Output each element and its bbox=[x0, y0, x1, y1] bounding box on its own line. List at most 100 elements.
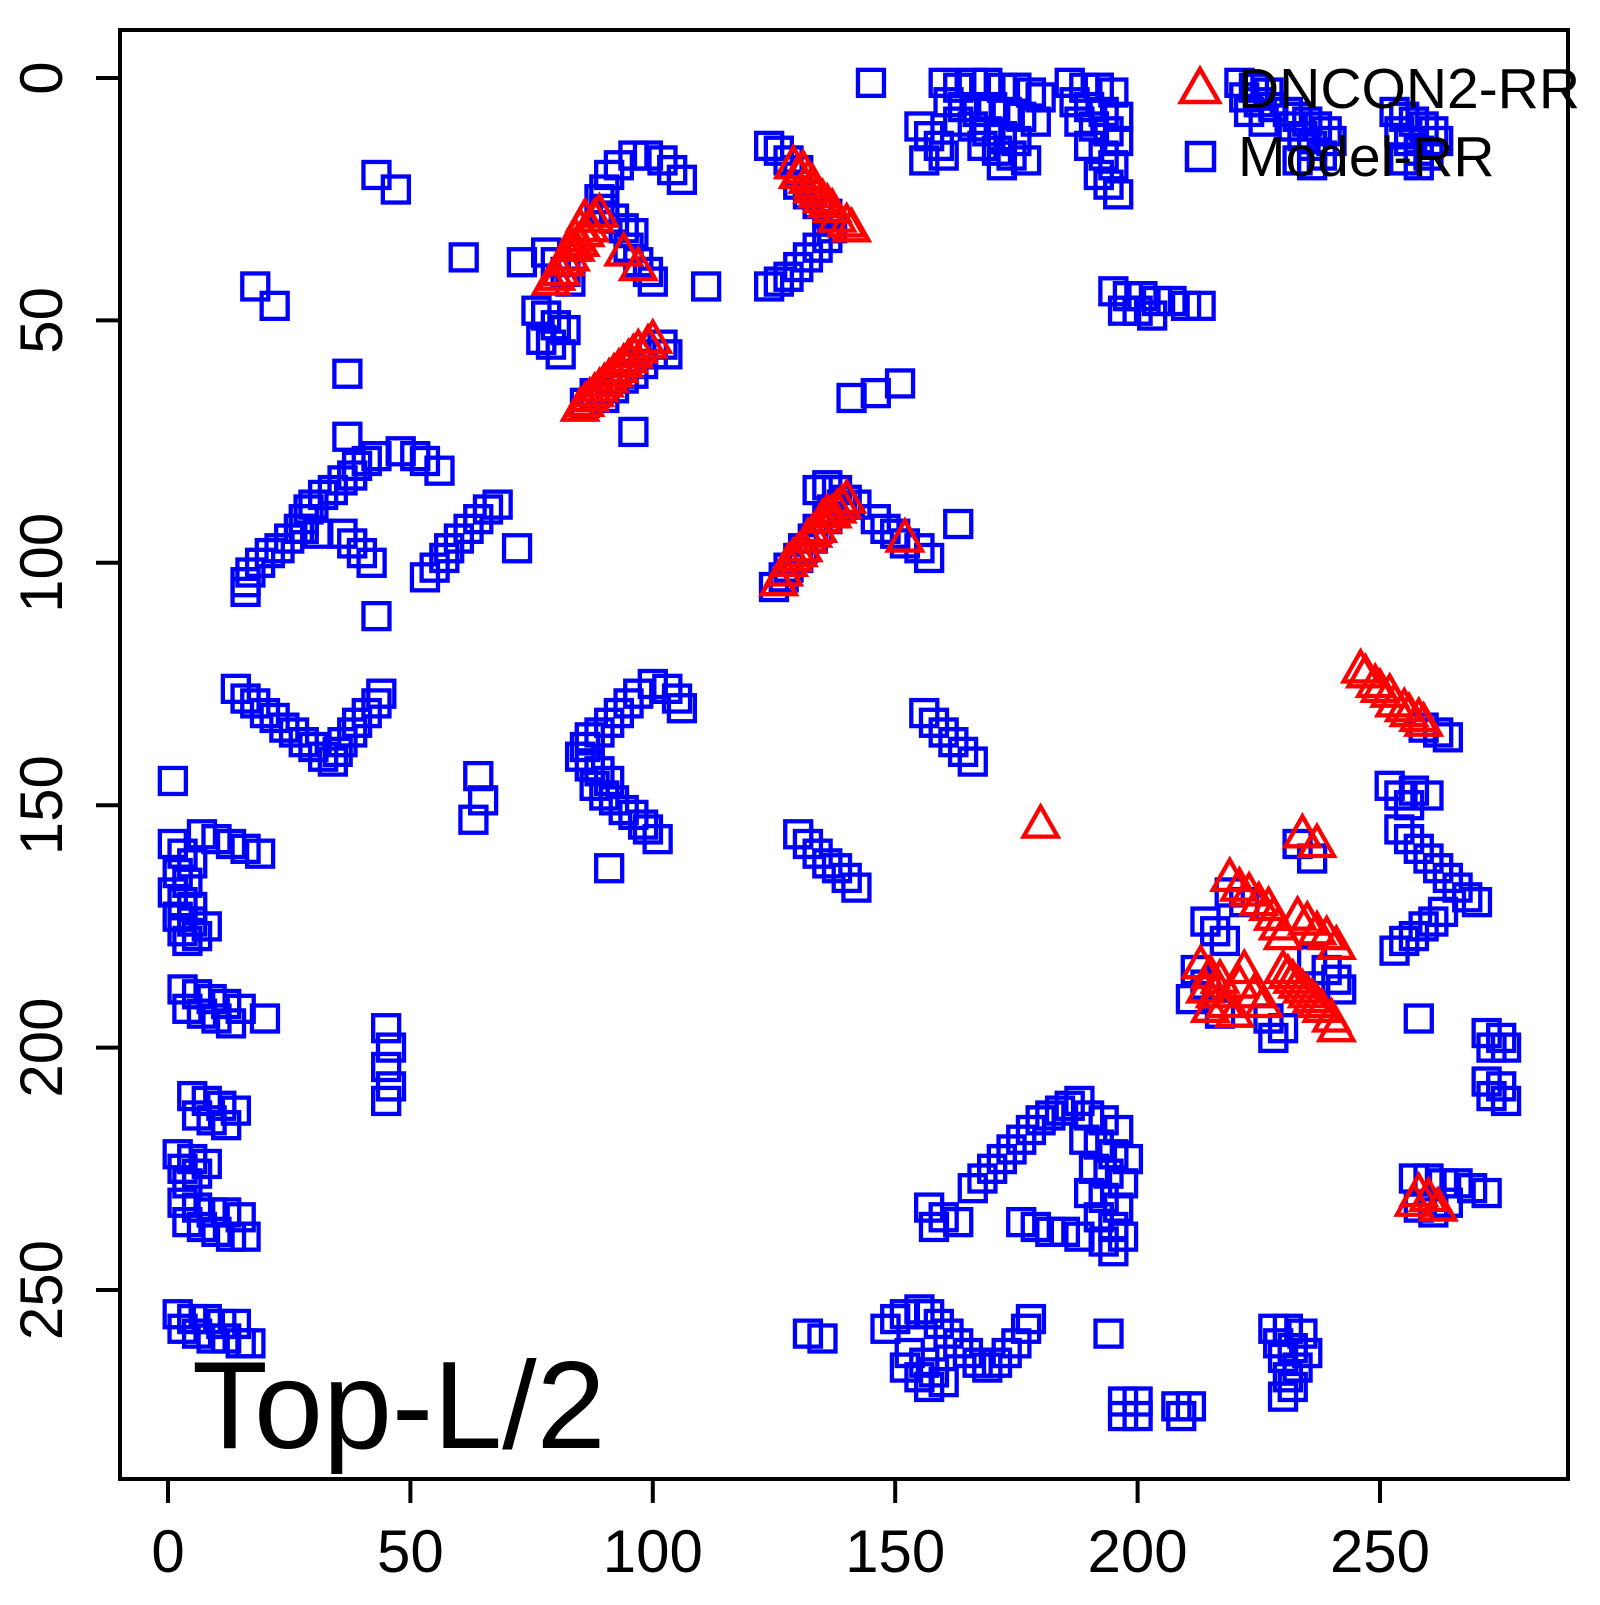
dncon2-rr-point bbox=[1276, 894, 1319, 931]
dncon2-rr-point bbox=[1242, 981, 1285, 1019]
model-rr-point bbox=[652, 339, 683, 370]
y-tick-label: 50 bbox=[8, 287, 75, 354]
data-points-layer bbox=[157, 67, 1522, 1432]
model-rr-point bbox=[1272, 1362, 1304, 1393]
model-rr-point bbox=[928, 140, 959, 171]
model-rr-point bbox=[409, 562, 441, 593]
model-rr-point bbox=[690, 271, 722, 302]
model-rr-point bbox=[594, 853, 625, 884]
model-rr-point bbox=[986, 150, 1018, 181]
dncon2-rr-point bbox=[792, 511, 834, 548]
model-rr-point bbox=[181, 1158, 213, 1189]
x-tick-label: 150 bbox=[845, 1518, 945, 1585]
model-rr-point bbox=[535, 329, 567, 360]
model-rr-point bbox=[1015, 1303, 1047, 1335]
dncon2-rr-point bbox=[1402, 700, 1445, 737]
model-rr-point bbox=[472, 494, 504, 525]
model-rr-point bbox=[215, 1008, 247, 1039]
model-rr-point bbox=[623, 678, 654, 709]
y-tick-label: 100 bbox=[8, 513, 75, 613]
dncon2-rr-point bbox=[1281, 811, 1324, 849]
model-rr-point bbox=[1088, 140, 1119, 171]
model-rr-point bbox=[1209, 925, 1241, 957]
model-rr-point bbox=[841, 872, 872, 903]
model-rr-point bbox=[157, 765, 188, 797]
x-tick-label: 100 bbox=[603, 1518, 703, 1585]
model-rr-point bbox=[889, 1352, 921, 1383]
model-rr-point bbox=[244, 838, 276, 869]
model-rr-point bbox=[371, 1085, 402, 1117]
model-rr-point bbox=[821, 853, 853, 884]
model-rr-point bbox=[637, 266, 668, 297]
model-rr-point bbox=[947, 736, 979, 768]
dncon2-rr-point bbox=[632, 317, 674, 354]
model-rr-point bbox=[1083, 159, 1114, 191]
model-rr-point bbox=[1379, 935, 1410, 966]
model-rr-point bbox=[1321, 964, 1352, 995]
dncon2-rr-point bbox=[1218, 865, 1261, 902]
model-rr-point bbox=[235, 557, 266, 588]
model-rr-point bbox=[792, 242, 824, 273]
dncon2-rr-point bbox=[1417, 1185, 1459, 1222]
dncon2-rr-point bbox=[1218, 962, 1261, 999]
dncon2-rr-point bbox=[1315, 1005, 1358, 1043]
dncon2-rr-point bbox=[1019, 802, 1062, 839]
model-rr-point bbox=[642, 823, 673, 855]
model-rr-point bbox=[1064, 1085, 1095, 1117]
model-rr-point bbox=[802, 232, 833, 263]
model-rr-point bbox=[1326, 974, 1357, 1005]
model-rr-point bbox=[909, 145, 940, 176]
model-rr-point bbox=[356, 547, 387, 578]
model-rr-point bbox=[1064, 1221, 1095, 1252]
model-rr-point bbox=[1423, 853, 1454, 884]
model-rr-point bbox=[807, 1323, 838, 1354]
model-rr-point bbox=[361, 600, 392, 632]
model-rr-point bbox=[981, 1347, 1013, 1378]
model-rr-point bbox=[802, 474, 833, 506]
legend: DNCON2-RR Model-RR bbox=[1177, 57, 1580, 189]
model-rr-point bbox=[1413, 843, 1444, 874]
model-rr-point bbox=[1093, 169, 1124, 200]
model-rr-point bbox=[923, 1308, 954, 1340]
model-rr-point bbox=[332, 421, 363, 452]
model-rr-point bbox=[1098, 1236, 1129, 1267]
dncon2-rr-point bbox=[830, 205, 873, 243]
model-rr-point bbox=[1166, 1400, 1197, 1432]
legend-label-model: Model-RR bbox=[1238, 125, 1495, 189]
model-rr-point bbox=[647, 145, 678, 176]
model-rr-point bbox=[763, 266, 794, 297]
dncon2-rr-point bbox=[816, 196, 858, 233]
dncon2-rr-point bbox=[1373, 681, 1416, 718]
model-rr-point bbox=[1471, 1177, 1502, 1209]
dncon2-rr-point bbox=[1388, 690, 1430, 728]
model-rr-point bbox=[1093, 1318, 1124, 1349]
model-rr-point bbox=[1200, 916, 1231, 947]
model-rr-point bbox=[792, 828, 824, 860]
model-rr-point bbox=[1136, 300, 1168, 331]
model-rr-point bbox=[337, 528, 368, 559]
y-tick-label: 250 bbox=[8, 1240, 75, 1340]
model-rr-point bbox=[904, 533, 935, 564]
axis-ticks: 0 50 100 150 200 250 0 50 100 150 200 250 bbox=[8, 61, 1430, 1585]
model-rr-point bbox=[1010, 1313, 1042, 1344]
model-rr-point bbox=[1035, 1100, 1066, 1131]
dncon2-rr-point bbox=[1189, 986, 1232, 1023]
model-rr-point bbox=[783, 819, 814, 850]
model-rr-point bbox=[448, 242, 479, 273]
model-rr-point bbox=[1486, 1022, 1517, 1054]
model-rr-point bbox=[957, 1173, 988, 1204]
model-rr-point bbox=[574, 722, 605, 753]
model-rr-point bbox=[957, 746, 988, 777]
model-rr-point bbox=[1006, 1124, 1037, 1155]
model-rr-point bbox=[1122, 1400, 1153, 1432]
model-rr-point bbox=[424, 455, 455, 486]
model-rr-point bbox=[618, 416, 649, 448]
model-rr-point bbox=[661, 683, 693, 714]
model-rr-point bbox=[943, 1328, 974, 1359]
dncon2-rr-point bbox=[826, 477, 868, 514]
model-rr-point bbox=[443, 523, 475, 554]
model-rr-point bbox=[1490, 1085, 1522, 1117]
dncon2-rr-point bbox=[811, 491, 853, 529]
